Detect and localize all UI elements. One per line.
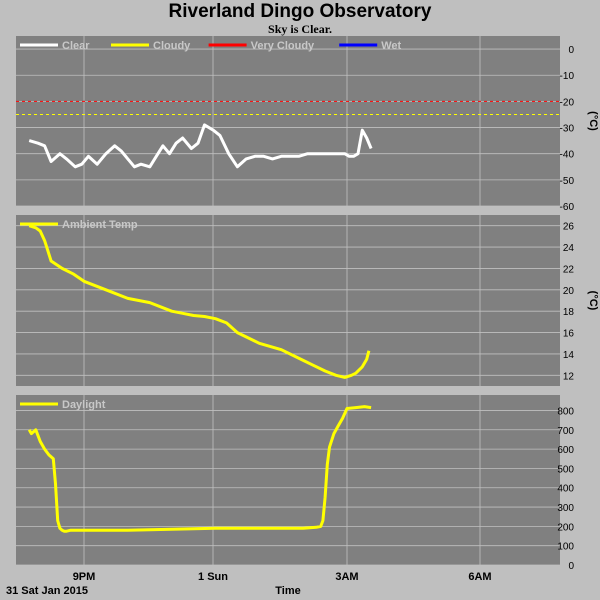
sky-temperature-ytick-label: -10 (560, 71, 575, 82)
sky-temperature-ytick-label: 0 (568, 45, 574, 56)
daylight-ytick-label: 100 (557, 542, 574, 553)
daylight-ytick-label: 700 (557, 426, 574, 437)
daylight-ytick-label: 0 (568, 561, 574, 572)
daylight-ytick-label: 300 (557, 503, 574, 514)
ambient-temperature-legend-label: Ambient Temp (62, 219, 138, 231)
page-subtitle: Sky is Clear. (268, 22, 332, 36)
daylight-ytick-label: 600 (557, 445, 574, 456)
daylight-panel (16, 395, 560, 565)
daylight-legend-label: Daylight (62, 399, 106, 411)
sky-temperature-panel (16, 36, 560, 206)
sky-temperature-legend-label: Wet (381, 40, 401, 52)
ambient-temperature-ytick-label: 12 (563, 371, 575, 382)
sky-temperature-legend-label: Cloudy (153, 40, 191, 52)
ambient-temperature-ytick-label: 20 (563, 286, 575, 297)
sky-temperature-series-line (28, 123, 373, 169)
daylight-ytick-label: 400 (557, 484, 574, 495)
x-tick-label: 3AM (335, 571, 358, 583)
page-title: Riverland Dingo Observatory (168, 1, 432, 22)
ambient-temperature-ytick-label: 26 (563, 222, 575, 233)
sky-temperature-ytick-label: -50 (560, 176, 575, 187)
sky-temperature-unit-label: (°C) (587, 111, 599, 131)
ambient-temperature-ytick-label: 16 (563, 329, 575, 340)
ambient-temperature-ytick-label: 22 (563, 264, 575, 275)
ambient-temperature-ytick-label: 14 (563, 350, 575, 361)
ambient-temperature-ytick-label: 24 (563, 243, 575, 254)
x-axis-label: Time (275, 585, 300, 597)
daylight-series-line (27, 405, 372, 533)
daylight-ytick-label: 800 (557, 406, 574, 417)
sky-temperature-ytick-label: -40 (560, 150, 575, 161)
x-tick-label: 1 Sun (198, 571, 228, 583)
sky-temperature-ytick-label: -20 (560, 97, 575, 108)
sky-temperature-legend-label: Clear (62, 40, 90, 52)
x-tick-label: 9PM (73, 571, 96, 583)
sky-temperature-ytick-label: -30 (560, 124, 575, 135)
daylight-ytick-label: 200 (557, 522, 574, 533)
daylight-ytick-label: 500 (557, 464, 574, 475)
ambient-temperature-unit-label: (°C) (587, 291, 599, 311)
date-label: 31 Sat Jan 2015 (6, 585, 88, 597)
x-tick-label: 6AM (468, 571, 491, 583)
ambient-temperature-panel (16, 215, 560, 386)
ambient-temperature-ytick-label: 18 (563, 307, 575, 318)
sky-temperature-ytick-label: -60 (560, 202, 575, 213)
sky-temperature-legend-label: Very Cloudy (251, 40, 315, 52)
ambient-temperature-series-line (28, 224, 371, 379)
